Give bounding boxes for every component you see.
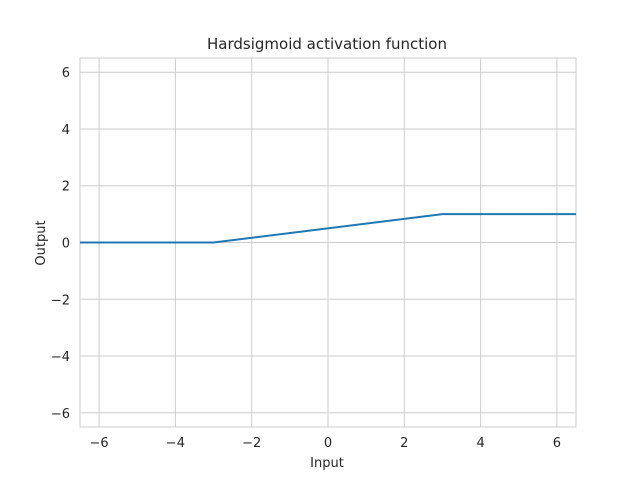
x-tick-label: 2	[400, 436, 408, 451]
y-tick-labels: −6 −4 −2 0 2 4 6	[51, 66, 70, 422]
x-tick-label: −4	[166, 436, 185, 451]
y-tick-label: −2	[51, 293, 70, 308]
x-tick-label: 4	[476, 436, 484, 451]
x-tick-label: 6	[553, 436, 561, 451]
x-tick-label: 0	[324, 436, 332, 451]
y-axis-label: Output	[34, 220, 49, 265]
y-tick-label: 2	[62, 180, 70, 195]
x-tick-labels: −6 −4 −2 0 2 4 6	[89, 436, 561, 451]
y-tick-label: −4	[51, 350, 70, 365]
series-layer	[80, 213, 576, 244]
y-tick-label: −6	[51, 407, 70, 422]
y-tick-label: 6	[62, 66, 70, 81]
x-tick-label: −6	[89, 436, 108, 451]
chart-title: Hardsigmoid activation function	[207, 35, 447, 53]
x-tick-label: −2	[242, 436, 261, 451]
x-axis-label: Input	[310, 456, 344, 471]
series-line	[80, 213, 576, 244]
y-tick-label: 4	[62, 123, 70, 138]
y-tick-label: 0	[62, 237, 70, 252]
